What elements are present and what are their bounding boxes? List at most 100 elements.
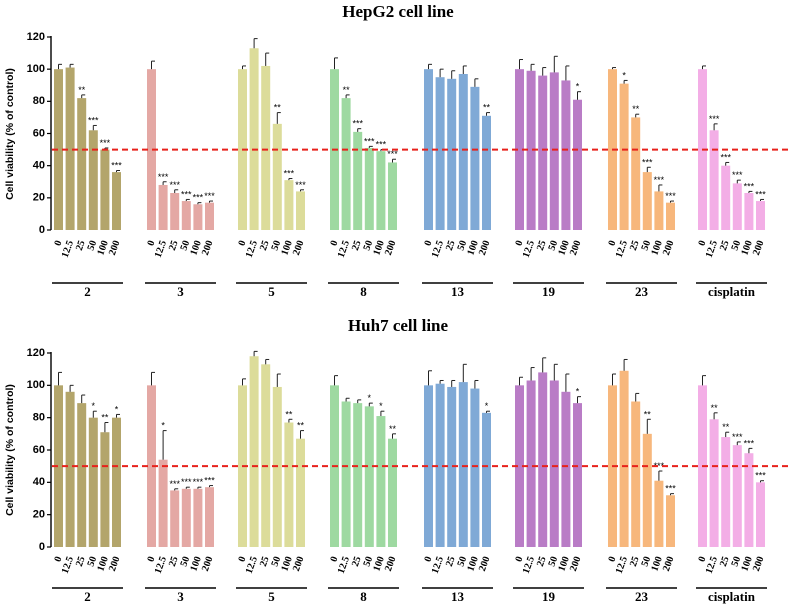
significance-label: ** xyxy=(632,104,640,114)
concentration-label: 50 xyxy=(362,239,376,252)
bar xyxy=(100,149,110,230)
concentration-label: 25 xyxy=(444,239,458,252)
concentration-label: 50 xyxy=(547,555,561,568)
bar xyxy=(435,77,445,230)
bar xyxy=(424,385,433,547)
y-tick-label: 60 xyxy=(33,444,45,456)
group-label: 5 xyxy=(268,284,275,299)
bar xyxy=(112,172,121,230)
y-tick-label: 20 xyxy=(33,509,45,521)
concentration-label: 25 xyxy=(258,555,272,568)
concentration-label: 200 xyxy=(751,239,766,257)
bar xyxy=(284,180,294,230)
bar xyxy=(744,453,754,547)
concentration-label: 100 xyxy=(556,555,571,573)
significance-label: ** xyxy=(389,424,397,434)
significance-label: *** xyxy=(204,476,215,486)
hepg2-panel: HepG2 cell line Cell viability (% of cont… xyxy=(4,2,790,299)
bar xyxy=(515,69,524,231)
concentration-label: 0 xyxy=(696,555,708,563)
bar xyxy=(388,438,397,547)
bar xyxy=(526,380,536,547)
concentration-label: 50 xyxy=(456,239,470,252)
bar xyxy=(296,191,305,230)
bar xyxy=(538,372,548,547)
significance-label: *** xyxy=(111,160,122,170)
significance-label: *** xyxy=(204,191,215,201)
bar xyxy=(284,422,294,547)
bar xyxy=(709,130,719,230)
y-tick-label: 100 xyxy=(27,63,45,75)
concentration-label: 100 xyxy=(465,555,480,573)
group-label: 23 xyxy=(635,589,649,604)
bar xyxy=(721,437,731,547)
bar xyxy=(77,403,87,547)
significance-label: *** xyxy=(744,438,755,448)
significance-label: *** xyxy=(387,149,398,159)
significance-label: *** xyxy=(158,172,169,182)
y-tick-label: 120 xyxy=(27,347,45,359)
bar xyxy=(341,401,351,547)
bar xyxy=(561,391,571,547)
bar xyxy=(642,433,652,547)
concentration-label: 100 xyxy=(465,239,480,257)
bar xyxy=(388,162,397,230)
concentration-label: 0 xyxy=(236,555,248,563)
significance-label: *** xyxy=(376,140,387,150)
y-tick-label: 40 xyxy=(33,160,45,172)
concentration-label: 200 xyxy=(200,555,215,573)
concentration-label: 200 xyxy=(200,239,215,257)
concentration-label: 50 xyxy=(547,239,561,252)
y-tick-label: 60 xyxy=(33,127,45,139)
concentration-label: 200 xyxy=(291,555,306,573)
significance-label: *** xyxy=(665,484,676,494)
bar xyxy=(272,123,282,230)
y-tick-label: 80 xyxy=(33,412,45,424)
concentration-label: 25 xyxy=(74,239,88,252)
bar xyxy=(709,419,719,547)
significance-label: *** xyxy=(709,114,720,124)
concentration-label: 200 xyxy=(107,555,122,573)
concentration-label: 0 xyxy=(422,555,434,563)
y-tick-label: 120 xyxy=(27,31,45,43)
significance-label: *** xyxy=(295,180,306,190)
bar xyxy=(515,385,524,547)
bar xyxy=(666,495,675,547)
bar xyxy=(756,201,765,230)
significance-label: *** xyxy=(169,479,180,489)
bar xyxy=(666,202,675,230)
concentration-label: 100 xyxy=(371,555,386,573)
group-label: 5 xyxy=(268,589,275,604)
significance-label: ** xyxy=(101,413,109,423)
concentration-label: 0 xyxy=(606,239,618,247)
concentration-label: 200 xyxy=(107,239,122,257)
concentration-label: 100 xyxy=(279,239,294,257)
bar xyxy=(458,73,468,230)
bar xyxy=(642,172,652,230)
concentration-label: 200 xyxy=(383,555,398,573)
group-label: 2 xyxy=(84,284,91,299)
significance-label: *** xyxy=(284,169,295,179)
concentration-label: 100 xyxy=(95,555,110,573)
concentration-label: 100 xyxy=(649,555,664,573)
bar xyxy=(170,193,180,230)
bar xyxy=(482,412,491,547)
bar xyxy=(65,391,75,547)
bar xyxy=(619,83,629,231)
bar xyxy=(353,131,363,230)
significance-label: ** xyxy=(722,422,730,432)
bar xyxy=(261,65,271,230)
concentration-label: 200 xyxy=(383,239,398,257)
bar xyxy=(631,401,641,547)
concentration-label: 200 xyxy=(568,239,583,257)
bar xyxy=(619,370,629,547)
bar xyxy=(458,382,468,547)
